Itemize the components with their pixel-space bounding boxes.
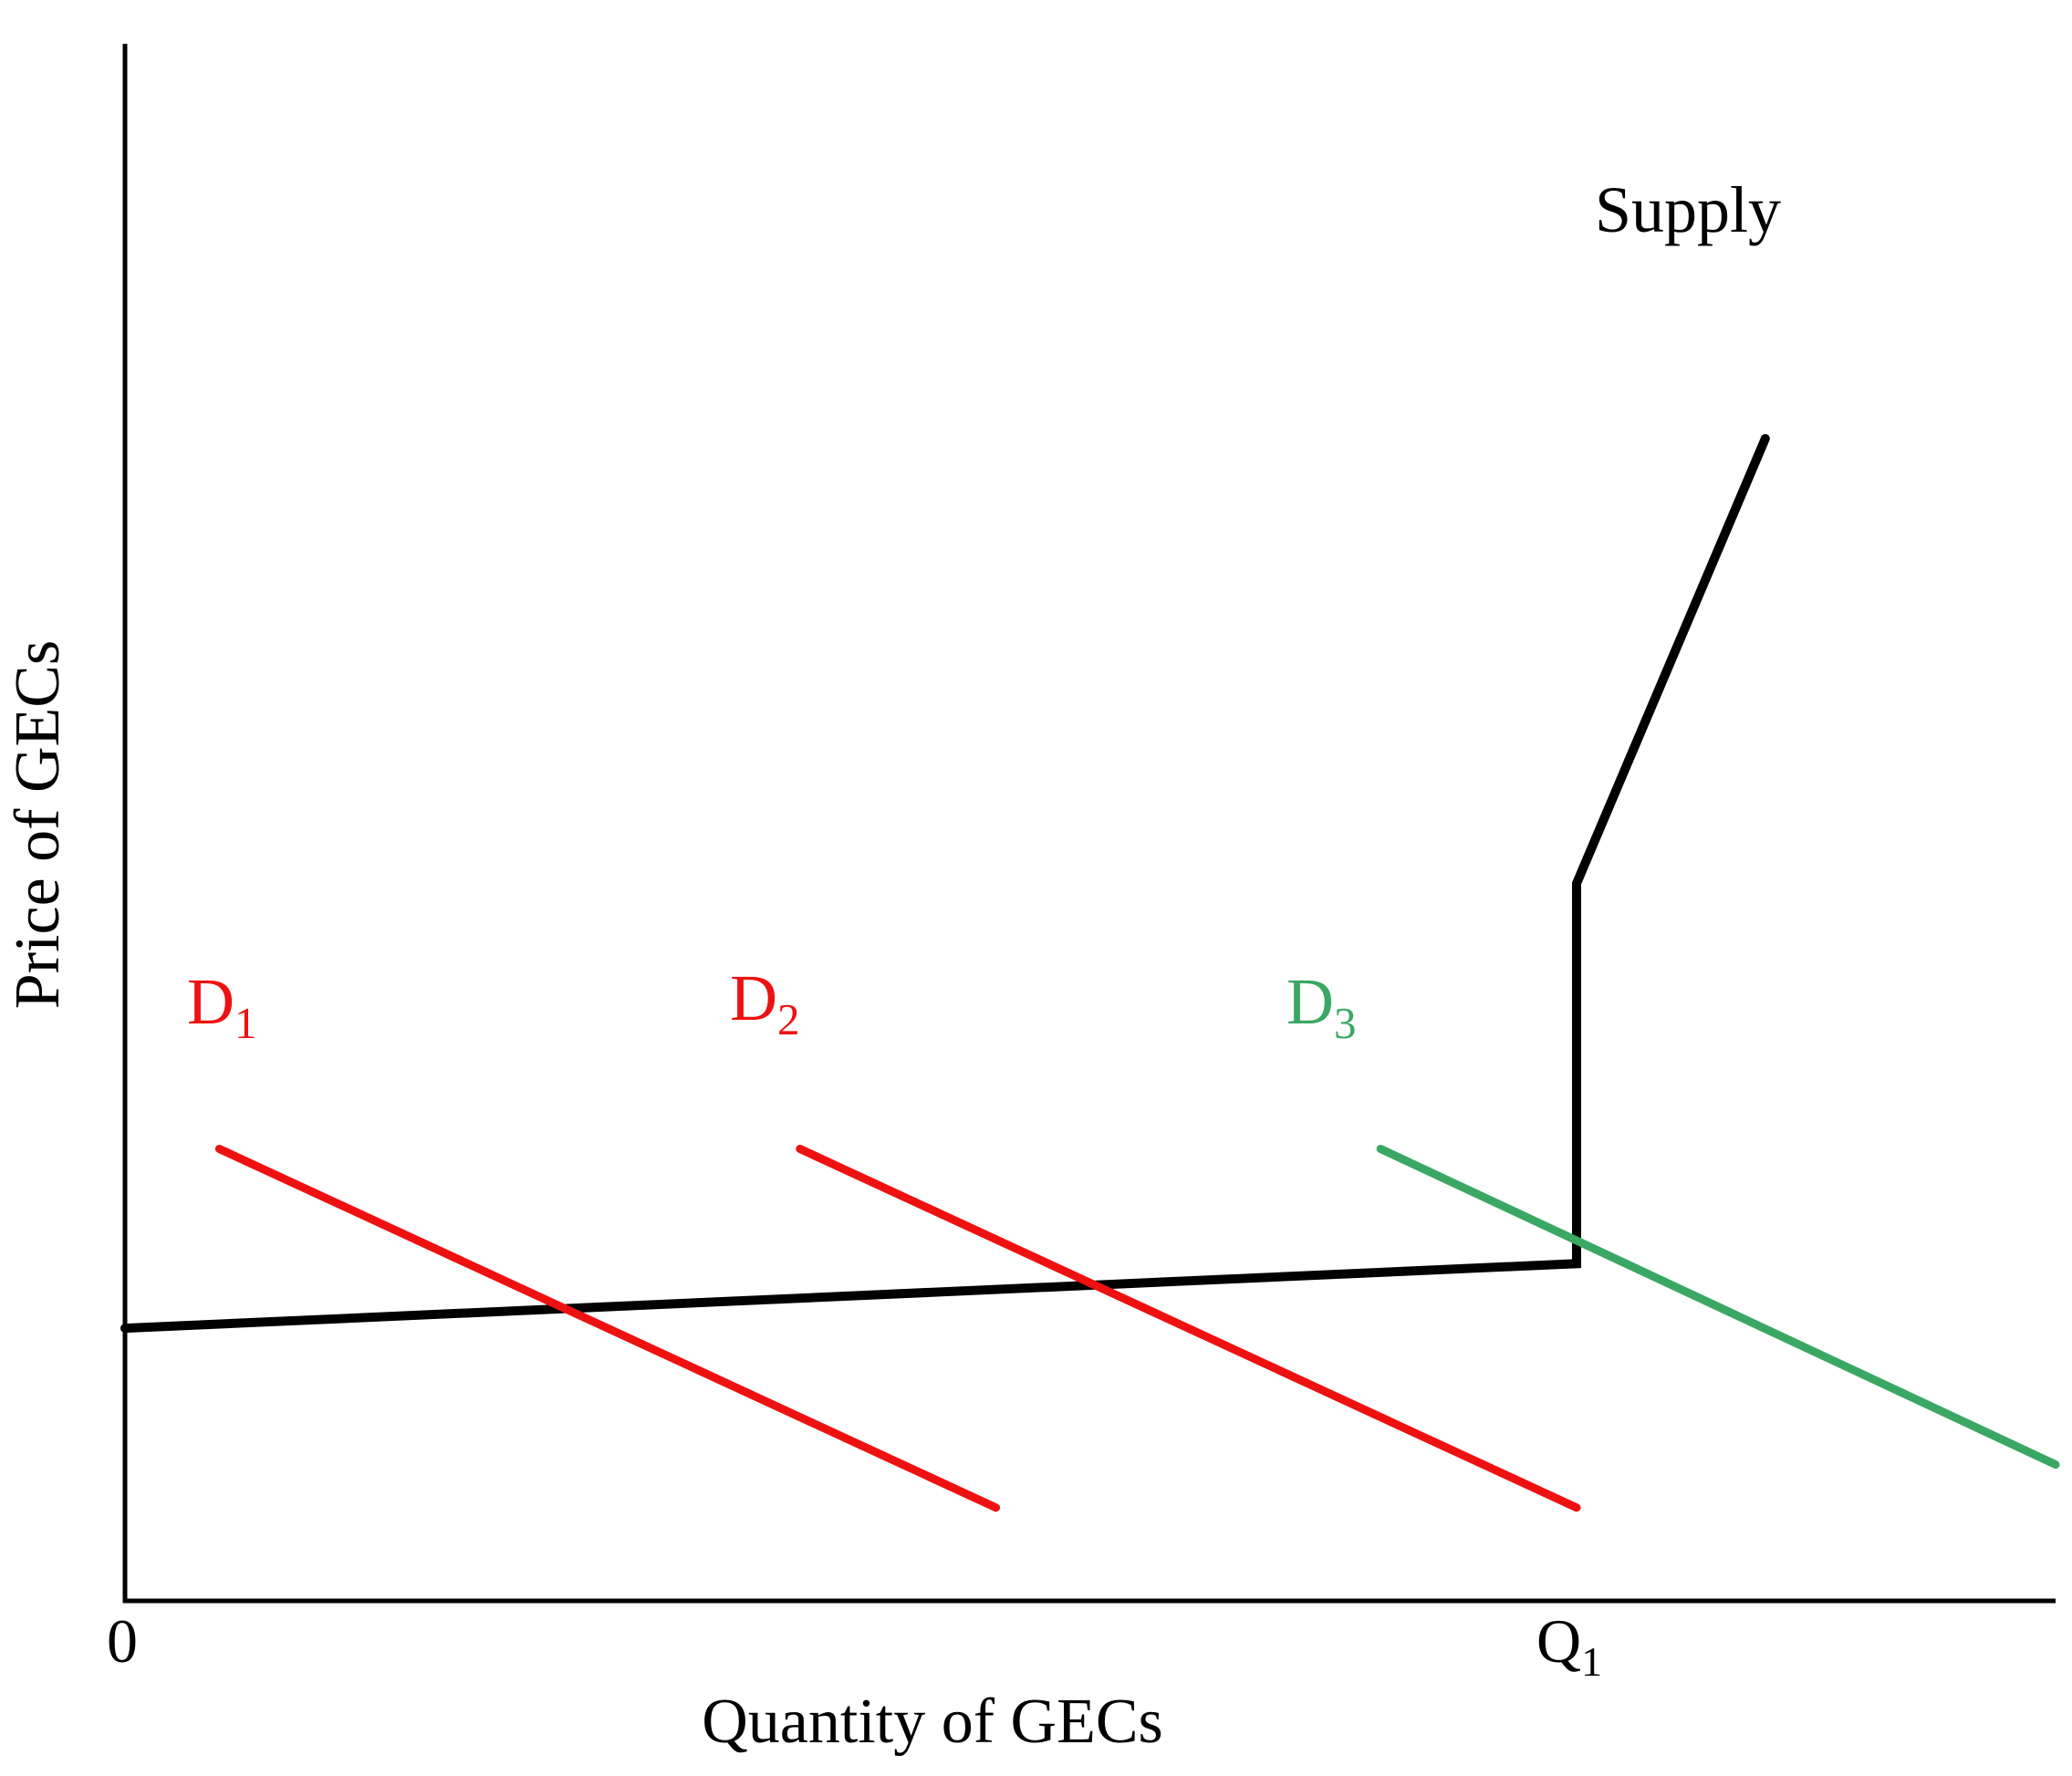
labels-layer: Quantity of GECs Price of GECs 0 Q1 Supply D1…	[3, 173, 1781, 1757]
series-line-d1	[214, 1145, 1001, 1512]
series-line-d3	[1376, 1145, 2060, 1470]
axes	[122, 44, 2056, 1604]
series-line-supply	[120, 433, 1770, 1334]
y-axis-title: Price of GECs	[3, 640, 73, 1009]
x-axis-title: Quantity of GECs	[702, 1687, 1163, 1757]
series-label-d3: D3	[1286, 965, 1357, 1048]
series-label-d2: D2	[730, 961, 800, 1044]
series-label-d1: D1	[187, 965, 257, 1048]
x-tick-label-0: 0	[107, 1606, 138, 1676]
x-tick-label-q1: Q1	[1536, 1606, 1602, 1685]
series-label-supply: Supply	[1595, 173, 1781, 246]
series-line-d2	[796, 1145, 1581, 1512]
series-layer	[120, 433, 2060, 1512]
